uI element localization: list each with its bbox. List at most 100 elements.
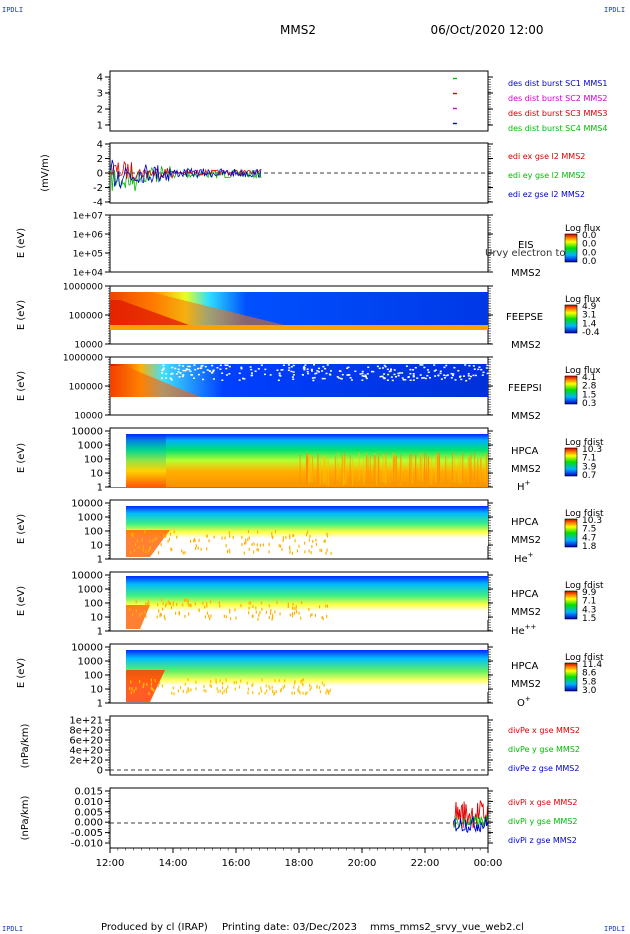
hpca-he-speckle — [289, 547, 291, 551]
hpca-o-speckle — [186, 690, 188, 694]
colorbar-label: 7.1 — [582, 454, 596, 464]
feepsi-gap — [337, 377, 340, 379]
feepsi-gap — [383, 373, 386, 375]
hpca-he-ylabel: E (eV) — [16, 514, 27, 544]
hpca-o-speckle — [172, 686, 174, 690]
colorbar-label: 4.1 — [582, 373, 596, 383]
feepsi-gap — [311, 370, 314, 372]
hpca-h-streak — [395, 455, 397, 484]
hpca-hepp-speckle — [251, 614, 253, 618]
hpca-hepp-speckle — [162, 602, 164, 606]
y-tick-label: 1000 — [78, 657, 103, 668]
hpca-he-speckle — [282, 539, 284, 543]
hpca-h-streak — [367, 457, 369, 486]
hpca-h-streak — [409, 454, 411, 483]
hpca-o-speckle — [305, 692, 307, 696]
feepsi-instrument: FEEPSI — [508, 383, 542, 394]
hpca-he-speckle — [330, 551, 332, 555]
y-tick-label: 4e+20 — [69, 746, 103, 757]
colorbar — [564, 304, 578, 334]
hpca-hepp-speckle — [182, 603, 184, 607]
feepsi-gap — [228, 372, 231, 375]
hpca-h-streak — [327, 457, 329, 486]
hpca-he-speckle — [326, 532, 328, 536]
hpca-hepp-speckle — [248, 606, 250, 610]
feepsi-gap — [465, 379, 468, 382]
hpca-hepp-speckle — [202, 601, 204, 605]
panel-eis: 1e+07 1e+06 1e+05 1e+04 E (eV) EIS Urvy ele… — [16, 212, 570, 280]
feepsi-gap — [240, 367, 243, 370]
hpca-hepp-speckle — [131, 613, 134, 617]
colorbar-title: Log flux — [565, 295, 601, 305]
hpca-he-speckle — [257, 548, 259, 552]
feepsi-gap — [486, 372, 489, 375]
colorbar-label: 3.1 — [582, 311, 596, 321]
hpca-o-speckle — [215, 680, 217, 684]
hpca-hepp-speckle — [258, 613, 260, 617]
hpca-h-streak — [395, 455, 397, 484]
hpca-h-streak — [345, 455, 347, 484]
hpca-he-speckle — [181, 549, 183, 553]
panel-hpca-o: 10000 1000 100 10 1 E (eV) HPCA MMS2 O+ — [16, 643, 541, 710]
hpca-hepp-speckle — [135, 609, 138, 613]
hpca-h-instrument: HPCA — [511, 446, 539, 457]
hpca-o-speckle — [195, 687, 197, 691]
hpca-he-speckle — [315, 538, 317, 542]
hpca-h-streak — [299, 454, 301, 483]
feepsi-gap — [201, 364, 204, 367]
feepsi-gap — [228, 365, 231, 368]
feepsi-gap — [174, 367, 177, 370]
hpca-hepp-speckle — [194, 602, 196, 606]
hpca-hepp-speckle — [209, 617, 211, 621]
feepsi-gap — [365, 376, 368, 378]
feepsi-gap — [306, 368, 309, 370]
feepsi-gap — [251, 374, 254, 377]
hpca-hepp-speckle — [139, 613, 141, 617]
colorbar-label: 7.1 — [582, 597, 596, 607]
eis-spacecraft: MMS2 — [511, 268, 541, 279]
colorbar-title: Log fdist — [565, 581, 604, 591]
hpca-he-speckle — [184, 551, 186, 555]
feepsi-gap — [421, 377, 424, 379]
hpca-hepp-speckle — [187, 601, 189, 605]
hpca-o-speckle — [264, 691, 266, 695]
feepsi-gap — [467, 375, 470, 377]
feepsi-gap — [467, 373, 470, 375]
hpca-hepp-speckle — [157, 603, 159, 607]
hpca-h-streak — [424, 456, 426, 485]
feepsi-gap — [250, 372, 253, 374]
colorbar — [564, 590, 578, 620]
feepsi-gap — [312, 379, 315, 382]
hpca-o-speckle — [298, 685, 300, 689]
feepsi-gap — [188, 365, 191, 368]
hpca-o-speckle — [150, 682, 153, 686]
y-tick-label: 10000 — [71, 571, 103, 582]
corner-label-top-right: IPDLI — [604, 6, 626, 14]
feepsi-gap — [422, 377, 425, 379]
edi-legend-entry: edi ey gse l2 MMS2 — [508, 171, 586, 180]
hpca-hepp-speckle — [209, 600, 212, 604]
feepsi-gap — [378, 367, 381, 370]
hpca-h-streak — [341, 454, 343, 483]
hpca-h-streak — [373, 455, 375, 484]
y-tick-label: 10000 — [71, 499, 103, 510]
feepsi-gap — [439, 370, 442, 373]
hpca-o-speckle — [225, 690, 228, 694]
hpca-hepp-speckle — [287, 605, 289, 609]
hpca-hepp-speckle — [229, 608, 231, 612]
hpca-h-streak — [427, 457, 429, 486]
hpca-hepp-speckle — [235, 616, 237, 620]
hpca-hepp-speckle — [190, 604, 192, 608]
hpca-hepp-speckle — [205, 601, 208, 605]
hpca-hepp-speckle — [163, 614, 165, 618]
eis-ylabel: E (eV) — [16, 228, 27, 258]
hpca-h-streak — [420, 455, 422, 484]
hpca-o-speckle — [327, 690, 329, 694]
edi-series-line — [110, 159, 262, 190]
hpca-h-streak — [322, 455, 324, 484]
hpca-o-speckle — [225, 687, 227, 691]
hpca-he-speckle — [268, 542, 270, 546]
colorbar-label: 1.8 — [582, 542, 597, 552]
hpca-o-speckle — [150, 678, 152, 682]
hpca-o-speckle — [142, 685, 144, 689]
